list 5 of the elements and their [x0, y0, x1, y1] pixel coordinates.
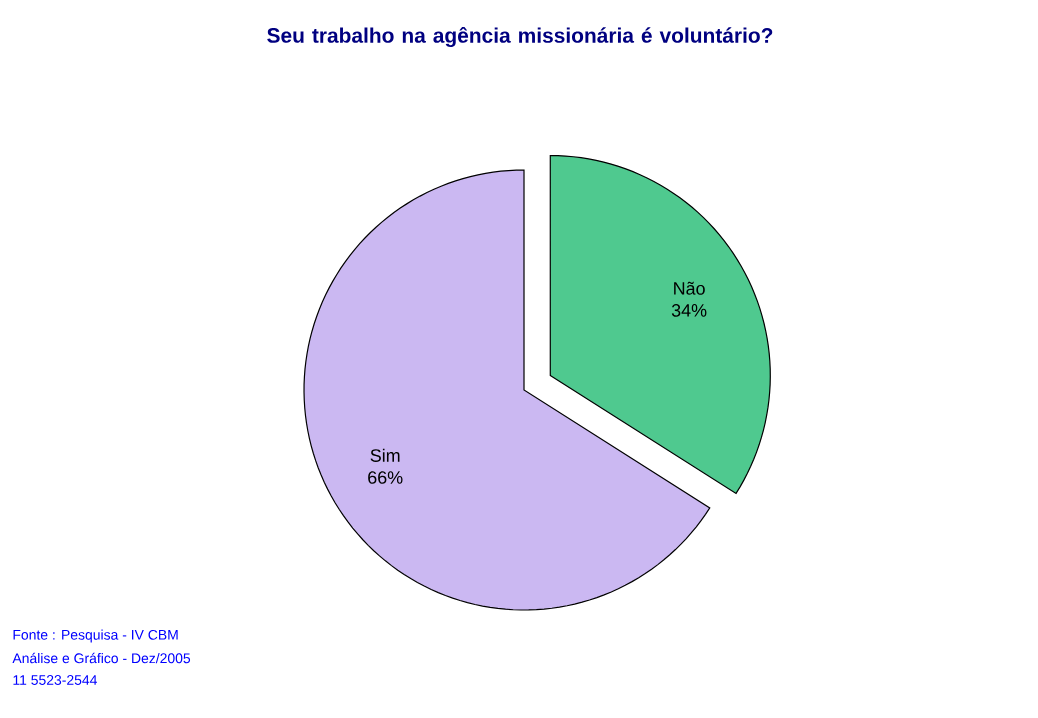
slice-label: Não — [674, 281, 705, 295]
chart-title: Seu trabalho na agência missionária é voluntário? — [267, 27, 773, 48]
slice-label: Sim — [370, 448, 400, 462]
data-label: 34% — [671, 304, 707, 317]
data-label: 66% — [368, 471, 403, 484]
